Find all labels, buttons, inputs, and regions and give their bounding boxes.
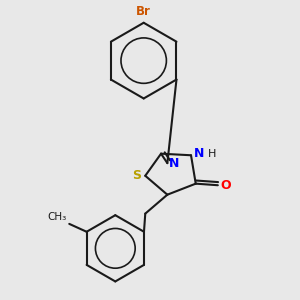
Text: H: H bbox=[207, 149, 216, 159]
Text: S: S bbox=[133, 169, 142, 182]
Text: N: N bbox=[169, 157, 179, 169]
Text: N: N bbox=[194, 147, 204, 160]
Text: Br: Br bbox=[136, 5, 151, 18]
Text: CH₃: CH₃ bbox=[47, 212, 67, 222]
Text: O: O bbox=[220, 179, 231, 192]
